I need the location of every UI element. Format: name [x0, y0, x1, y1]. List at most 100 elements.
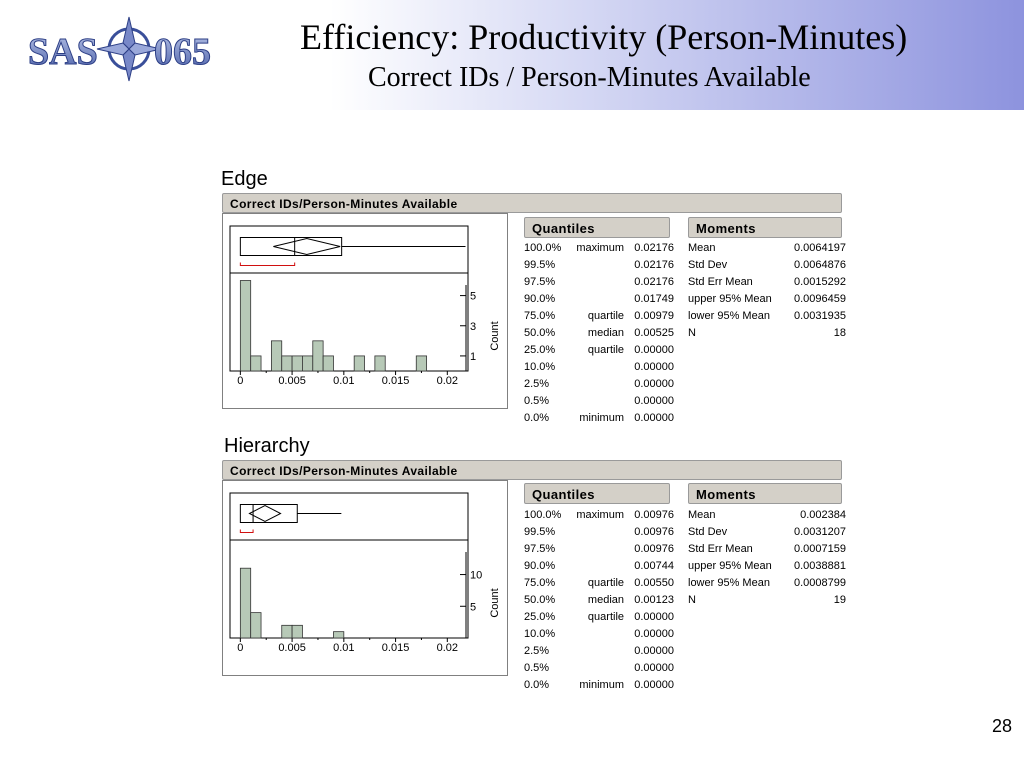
- quantile-value: 0.00000: [634, 378, 674, 390]
- x-tick-label-edge-2: 0.01: [333, 375, 354, 387]
- slide-title: Efficiency: Productivity (Person-Minutes…: [300, 17, 908, 57]
- mean-diamond-hierarchy: [248, 504, 282, 523]
- moments-header-label-hierarchy: Moments: [696, 487, 756, 502]
- quantile-label: quartile: [587, 577, 624, 589]
- mean-diamond-edge: [273, 237, 341, 256]
- report-title-bar-hierarchy[interactable]: Correct IDs/Person-Minutes Available: [222, 460, 842, 480]
- quantile-label: quartile: [587, 344, 624, 356]
- quantile-value: 0.00000: [634, 395, 674, 407]
- histogram-bar-hierarchy-4: [333, 631, 345, 639]
- report-title-edge: Correct IDs/Person-Minutes Available: [230, 197, 458, 211]
- quantile-pct: 97.5%: [524, 543, 556, 555]
- quantile-pct: 90.0%: [524, 293, 556, 305]
- quantile-label: median: [587, 327, 624, 339]
- quantile-value: 0.00979: [634, 310, 674, 322]
- quantile-label: quartile: [587, 310, 624, 322]
- quantiles-header-label-edge: Quantiles: [532, 221, 595, 236]
- moment-name: Std Err Mean: [688, 543, 753, 555]
- boxplot-box-hierarchy: [239, 504, 298, 523]
- moment-row: lower 95% Mean 0.0008799: [688, 576, 848, 593]
- quantile-value: 0.02176: [634, 259, 674, 271]
- x-tick-label-hierarchy-3: 0.015: [382, 642, 410, 654]
- compass-star-icon: [96, 16, 162, 82]
- y-tick-label-edge-2: 5: [470, 291, 476, 303]
- moment-row: Mean 0.002384: [688, 508, 848, 525]
- moment-name: Std Dev: [688, 259, 728, 271]
- sas-065-logo: SAS 065: [28, 16, 212, 82]
- quantile-label: maximum: [576, 242, 624, 254]
- histogram-bar-edge-0: [239, 280, 252, 372]
- quantile-value: 0.00976: [634, 543, 674, 555]
- moments-header-edge[interactable]: Moments: [688, 217, 842, 238]
- x-tick-label-edge-3: 0.015: [382, 375, 410, 387]
- quantile-pct: 50.0%: [524, 327, 556, 339]
- quantiles-header-edge[interactable]: Quantiles: [524, 217, 670, 238]
- quantile-pct: 100.0%: [524, 509, 562, 521]
- quantile-row: 97.5% 0.00976: [524, 542, 676, 559]
- quantile-value: 0.00525: [634, 327, 674, 339]
- histogram-chart-hierarchy: 0 0.005 0.01 0.015 0.02 5 10 Count: [229, 492, 501, 654]
- report-title-hierarchy: Correct IDs/Person-Minutes Available: [230, 464, 458, 478]
- histogram-bar-edge-3: [281, 355, 293, 372]
- histogram-bar-edge-8: [353, 355, 365, 372]
- moment-value: 0.0038881: [794, 560, 846, 572]
- quantile-value: 0.02176: [634, 276, 674, 288]
- quantile-row: 99.5% 0.02176: [524, 258, 676, 275]
- histogram-bar-edge-1: [250, 355, 262, 372]
- moment-name: lower 95% Mean: [688, 577, 770, 589]
- quantile-row: 90.0% 0.00744: [524, 559, 676, 576]
- histogram-chart-edge: 0 0.005 0.01 0.015 0.02 1 3 5 Count: [229, 225, 501, 387]
- quantile-pct: 0.0%: [524, 679, 550, 691]
- y-tick-label-edge-1: 3: [470, 321, 476, 333]
- moment-value: 19: [833, 594, 846, 606]
- histogram-bar-edge-10: [415, 355, 428, 372]
- quantile-value: 0.00976: [634, 509, 674, 521]
- shortest-half-bracket-edge: [239, 262, 296, 266]
- quantile-row: 2.5% 0.00000: [524, 644, 676, 661]
- moment-name: lower 95% Mean: [688, 310, 770, 322]
- y-tick-label-edge-0: 1: [470, 351, 476, 363]
- quantiles-table-edge: 100.0% maximum 0.02176 99.5% 0.02176 97.5% 0…: [524, 241, 676, 428]
- shortest-half-bracket-hierarchy: [239, 529, 254, 533]
- quantiles-header-hierarchy[interactable]: Quantiles: [524, 483, 670, 504]
- quantile-pct: 25.0%: [524, 611, 556, 623]
- quantile-pct: 0.5%: [524, 395, 550, 407]
- quantile-pct: 2.5%: [524, 378, 550, 390]
- quantile-value: 0.00000: [634, 361, 674, 373]
- section-label-hierarchy: Hierarchy: [224, 435, 310, 457]
- quantile-row: 0.0% minimum 0.00000: [524, 678, 676, 695]
- quantile-value: 0.00000: [634, 679, 674, 691]
- x-tick-label-hierarchy-0: 0: [237, 642, 243, 654]
- moment-name: upper 95% Mean: [688, 560, 772, 572]
- quantile-label: maximum: [576, 509, 624, 521]
- quantile-pct: 50.0%: [524, 594, 556, 606]
- report-title-bar-edge[interactable]: Correct IDs/Person-Minutes Available: [222, 193, 842, 213]
- moment-row: N 19: [688, 593, 848, 610]
- plot-border-edge: [229, 225, 469, 372]
- quantile-value: 0.00000: [634, 662, 674, 674]
- moment-value: 0.0031935: [794, 310, 846, 322]
- x-tick-label-hierarchy-2: 0.01: [333, 642, 354, 654]
- quantile-pct: 100.0%: [524, 242, 562, 254]
- moments-header-hierarchy[interactable]: Moments: [688, 483, 842, 504]
- histogram-bar-edge-9: [374, 355, 386, 372]
- section-label-edge: Edge: [221, 168, 268, 190]
- quantile-row: 25.0% quartile 0.00000: [524, 343, 676, 360]
- boxplot-box-edge: [239, 237, 343, 256]
- quantile-row: 75.0% quartile 0.00979: [524, 309, 676, 326]
- histogram-bar-edge-4: [291, 355, 303, 372]
- y-axis-label-hierarchy: Count: [489, 588, 501, 617]
- histogram-bar-edge-6: [312, 340, 324, 372]
- histogram-bar-hierarchy-3: [291, 624, 303, 639]
- plot-frame-hierarchy: 0 0.005 0.01 0.015 0.02 5 10 Count: [222, 480, 508, 676]
- quantile-pct: 75.0%: [524, 310, 556, 322]
- histogram-bar-hierarchy-2: [281, 624, 293, 639]
- moment-name: N: [688, 594, 696, 606]
- quantile-value: 0.00976: [634, 526, 674, 538]
- moment-value: 0.0008799: [794, 577, 846, 589]
- quantile-pct: 90.0%: [524, 560, 556, 572]
- slide-header-band: [0, 0, 1024, 110]
- quantile-pct: 10.0%: [524, 628, 556, 640]
- slide-subtitle: Correct IDs / Person-Minutes Available: [368, 62, 811, 93]
- moment-value: 18: [833, 327, 846, 339]
